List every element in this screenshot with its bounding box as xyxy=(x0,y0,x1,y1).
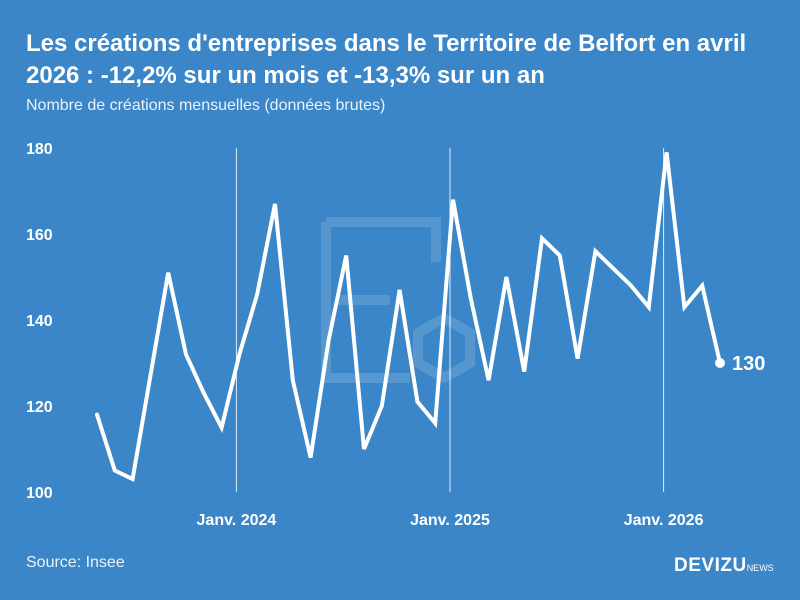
y-tick-label: 160 xyxy=(26,227,53,244)
y-tick-label: 120 xyxy=(26,399,53,416)
series-line xyxy=(95,152,722,483)
brand-logo: DEVIZUNEWS xyxy=(674,555,774,579)
last-data-point xyxy=(715,358,725,368)
y-tick-label: 180 xyxy=(26,141,53,158)
x-tick-label: Janv. 2024 xyxy=(197,512,277,529)
source-note: Source: Insee xyxy=(26,554,125,571)
x-tick-label: Janv. 2026 xyxy=(624,512,704,529)
y-tick-label: 140 xyxy=(26,313,53,330)
y-tick-label: 100 xyxy=(26,485,53,502)
brand-name: DEVIZU xyxy=(674,555,747,576)
chart-subtitle: Nombre de créations mensuelles (données … xyxy=(26,97,386,114)
devizu-logo-watermark-icon xyxy=(321,217,475,384)
last-value-label: 130 xyxy=(732,353,765,375)
brand-suffix: NEWS xyxy=(746,563,774,573)
chart-title: Les créations d'entreprises dans le Terr… xyxy=(26,30,747,89)
x-tick-label: Janv. 2025 xyxy=(410,512,490,529)
